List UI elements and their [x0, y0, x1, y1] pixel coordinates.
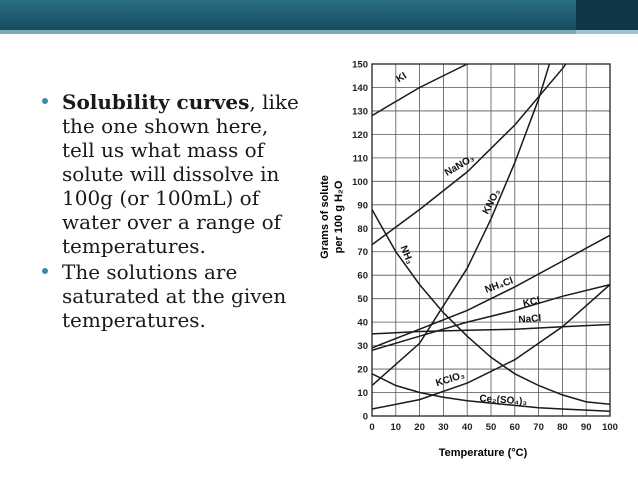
y-tick-label: 150	[352, 60, 368, 71]
sub-band	[0, 30, 638, 34]
y-tick-label: 70	[357, 247, 368, 258]
series-label: NH₃	[398, 244, 415, 266]
bullet-item-1: Solubility curves, like the one shown he…	[40, 90, 300, 258]
y-axis-label-line1: Grams of solute	[319, 175, 331, 259]
series-line	[372, 283, 610, 352]
x-tick-label: 20	[414, 422, 425, 433]
x-tick-label: 10	[391, 422, 402, 433]
title-band	[0, 0, 638, 30]
series-label: KI	[395, 70, 409, 85]
series-label: NaNO₃	[443, 153, 477, 179]
x-tick-label: 80	[557, 422, 568, 433]
x-tick-label: 30	[438, 422, 449, 433]
x-tick-label: 0	[369, 422, 374, 433]
bullet-dot-icon	[42, 98, 48, 104]
y-tick-label: 140	[352, 83, 368, 94]
series-label: KNO₃	[481, 187, 503, 216]
x-tick-label: 60	[510, 422, 521, 433]
x-tick-label: 100	[602, 422, 618, 433]
series-line	[372, 64, 470, 117]
x-tick-label: 50	[486, 422, 497, 433]
series-label: KCl	[522, 295, 541, 309]
series-line	[372, 234, 610, 349]
y-tick-label: 120	[352, 130, 368, 141]
sub-band-accent	[576, 30, 638, 34]
y-tick-label: 30	[357, 341, 368, 352]
series-label: KClO₃	[434, 370, 466, 389]
y-tick-label: 130	[352, 106, 368, 117]
series-label: NaCl	[518, 313, 542, 326]
x-tick-label: 90	[581, 422, 592, 433]
series-label: Ce₂(SO₄)₃	[479, 393, 528, 407]
bullet-item-2: The solutions are saturated at the given…	[40, 260, 300, 332]
bullet-list: Solubility curves, like the one shown he…	[40, 90, 300, 334]
y-tick-label: 20	[357, 365, 368, 376]
y-tick-label: 10	[357, 388, 368, 399]
y-tick-label: 100	[352, 177, 368, 188]
bullet-1-bold-text: Solubility curves	[62, 90, 250, 114]
series-line	[372, 284, 610, 410]
bullet-dot-icon	[42, 268, 48, 274]
series-line	[372, 209, 610, 406]
chart-grid	[371, 63, 611, 417]
series-line	[372, 373, 610, 413]
title-band-accent	[576, 0, 638, 30]
y-axis-label-line2: per 100 g H₂O	[333, 180, 345, 253]
series-line	[372, 323, 610, 335]
y-tick-label: 50	[357, 294, 368, 305]
series-label: NH₄Cl	[484, 275, 515, 295]
y-tick-label: 40	[357, 318, 368, 329]
bullet-1-text: , like the one shown here, tell us what …	[62, 90, 299, 258]
y-tick-label: 110	[353, 153, 368, 164]
y-tick-label: 90	[357, 200, 368, 211]
x-tick-label: 40	[462, 422, 473, 433]
x-axis-label: Temperature (°C)	[439, 447, 528, 459]
y-tick-label: 80	[357, 224, 368, 235]
plot-border	[371, 63, 611, 417]
series-line	[372, 64, 567, 246]
chart-axes: 0 10 20 30 40 50 60 70 80 90 100 0 10 20 30 40 50 60 70 80 9…	[352, 60, 618, 434]
series-line	[372, 64, 551, 387]
bullet-2-text: The solutions are saturated at the given…	[62, 260, 287, 332]
y-tick-label: 0	[363, 412, 368, 423]
y-tick-label: 60	[357, 271, 368, 282]
x-tick-label: 70	[533, 422, 544, 433]
